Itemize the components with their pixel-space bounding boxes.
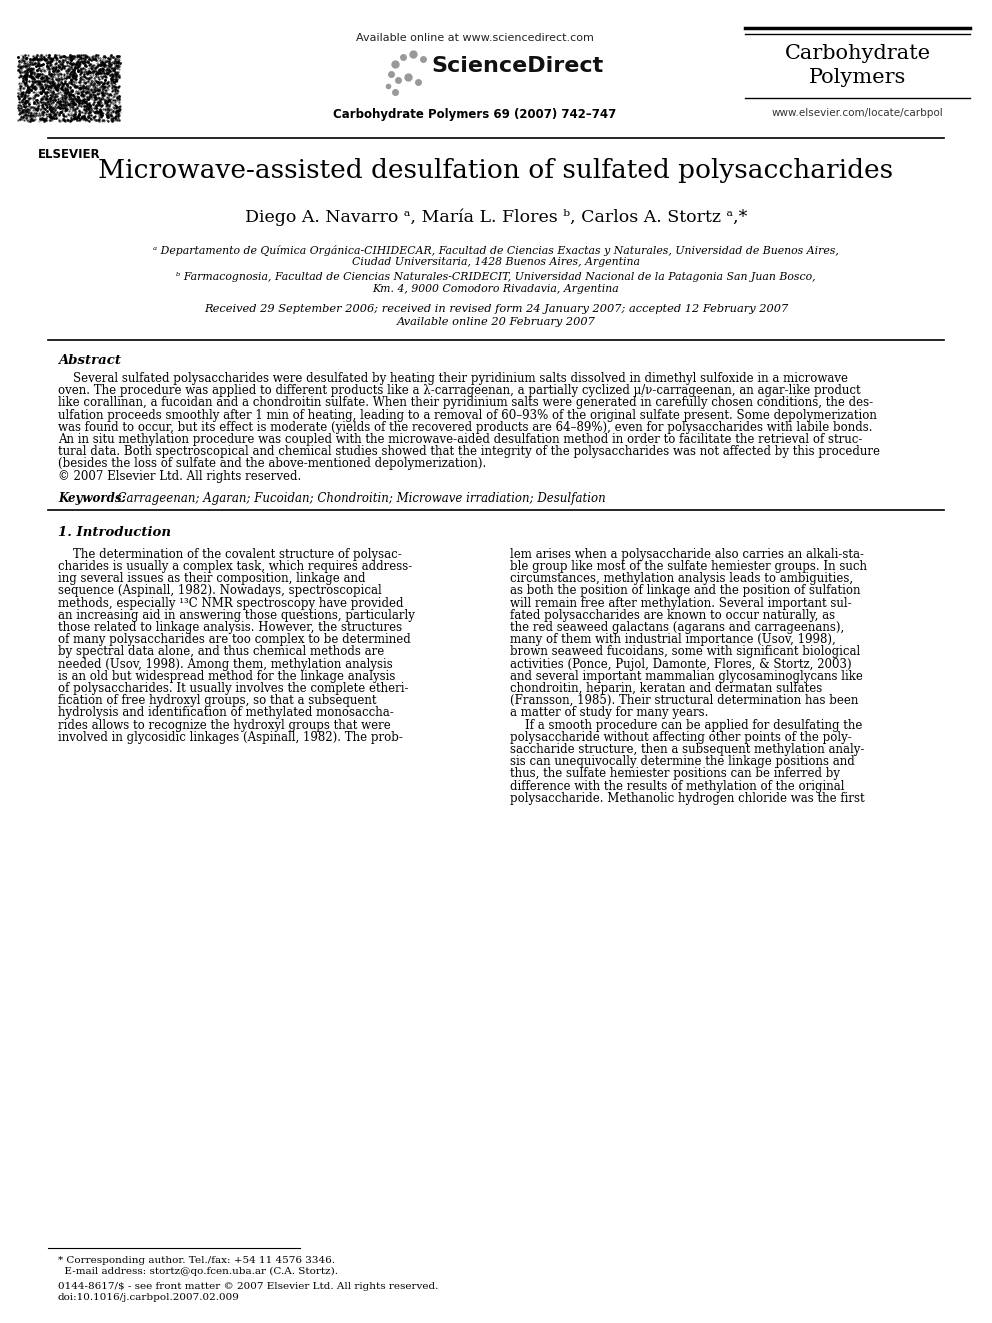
Text: is an old but widespread method for the linkage analysis: is an old but widespread method for the … <box>58 669 396 683</box>
Text: involved in glycosidic linkages (Aspinall, 1982). The prob-: involved in glycosidic linkages (Aspinal… <box>58 730 403 744</box>
Text: rides allows to recognize the hydroxyl groups that were: rides allows to recognize the hydroxyl g… <box>58 718 391 732</box>
Text: fated polysaccharides are known to occur naturally, as: fated polysaccharides are known to occur… <box>510 609 835 622</box>
Text: of polysaccharides. It usually involves the complete etheri-: of polysaccharides. It usually involves … <box>58 681 409 695</box>
Text: oven. The procedure was applied to different products like a λ-carrageenan, a pa: oven. The procedure was applied to diffe… <box>58 384 861 397</box>
Text: Carbohydrate Polymers 69 (2007) 742–747: Carbohydrate Polymers 69 (2007) 742–747 <box>333 108 617 120</box>
Text: Keywords:: Keywords: <box>58 492 126 505</box>
Text: Available online 20 February 2007: Available online 20 February 2007 <box>397 318 595 327</box>
Text: ᵇ Farmacognosia, Facultad de Ciencias Naturales-CRIDECIT, Universidad Nacional d: ᵇ Farmacognosia, Facultad de Ciencias Na… <box>177 273 815 282</box>
Text: ulfation proceeds smoothly after 1 min of heating, leading to a removal of 60–93: ulfation proceeds smoothly after 1 min o… <box>58 409 877 422</box>
Text: by spectral data alone, and thus chemical methods are: by spectral data alone, and thus chemica… <box>58 646 384 659</box>
Text: will remain free after methylation. Several important sul-: will remain free after methylation. Seve… <box>510 597 851 610</box>
Text: sequence (Aspinall, 1982). Nowadays, spectroscopical: sequence (Aspinall, 1982). Nowadays, spe… <box>58 585 382 598</box>
Text: polysaccharide. Methanolic hydrogen chloride was the first: polysaccharide. Methanolic hydrogen chlo… <box>510 791 865 804</box>
Text: Polymers: Polymers <box>808 67 906 87</box>
Text: many of them with industrial importance (Usov, 1998),: many of them with industrial importance … <box>510 634 835 646</box>
Text: as both the position of linkage and the position of sulfation: as both the position of linkage and the … <box>510 585 860 598</box>
Text: Received 29 September 2006; received in revised form 24 January 2007; accepted 1: Received 29 September 2006; received in … <box>204 304 788 314</box>
Text: needed (Usov, 1998). Among them, methylation analysis: needed (Usov, 1998). Among them, methyla… <box>58 658 393 671</box>
Text: Carbohydrate: Carbohydrate <box>785 44 930 64</box>
Text: chondroitin, heparin, keratan and dermatan sulfates: chondroitin, heparin, keratan and dermat… <box>510 681 822 695</box>
Text: Km. 4, 9000 Comodoro Rivadavia, Argentina: Km. 4, 9000 Comodoro Rivadavia, Argentin… <box>373 284 619 294</box>
Text: © 2007 Elsevier Ltd. All rights reserved.: © 2007 Elsevier Ltd. All rights reserved… <box>58 470 302 483</box>
Text: ELSEVIER: ELSEVIER <box>38 148 100 161</box>
Text: ᵃ Departamento de Química Orgánica-CIHIDECAR, Facultad de Ciencias Exactas y Nat: ᵃ Departamento de Química Orgánica-CIHID… <box>153 245 839 257</box>
Text: brown seaweed fucoidans, some with significant biological: brown seaweed fucoidans, some with signi… <box>510 646 860 659</box>
Text: Several sulfated polysaccharides were desulfated by heating their pyridinium sal: Several sulfated polysaccharides were de… <box>58 372 848 385</box>
Text: difference with the results of methylation of the original: difference with the results of methylati… <box>510 779 844 792</box>
Text: Diego A. Navarro ᵃ, María L. Flores ᵇ, Carlos A. Stortz ᵃ,*: Diego A. Navarro ᵃ, María L. Flores ᵇ, C… <box>245 208 747 225</box>
Text: methods, especially ¹³C NMR spectroscopy have provided: methods, especially ¹³C NMR spectroscopy… <box>58 597 404 610</box>
Text: charides is usually a complex task, which requires address-: charides is usually a complex task, whic… <box>58 560 413 573</box>
Text: ble group like most of the sulfate hemiester groups. In such: ble group like most of the sulfate hemie… <box>510 560 867 573</box>
Text: The determination of the covalent structure of polysac-: The determination of the covalent struct… <box>58 548 402 561</box>
Text: was found to occur, but its effect is moderate (yields of the recovered products: was found to occur, but its effect is mo… <box>58 421 873 434</box>
Text: lem arises when a polysaccharide also carries an alkali-sta-: lem arises when a polysaccharide also ca… <box>510 548 864 561</box>
Text: those related to linkage analysis. However, the structures: those related to linkage analysis. Howev… <box>58 620 402 634</box>
Text: (besides the loss of sulfate and the above-mentioned depolymerization).: (besides the loss of sulfate and the abo… <box>58 458 486 471</box>
Text: saccharide structure, then a subsequent methylation analy-: saccharide structure, then a subsequent … <box>510 744 864 755</box>
Text: an increasing aid in answering those questions, particularly: an increasing aid in answering those que… <box>58 609 415 622</box>
Text: If a smooth procedure can be applied for desulfating the: If a smooth procedure can be applied for… <box>510 718 862 732</box>
Text: circumstances, methylation analysis leads to ambiguities,: circumstances, methylation analysis lead… <box>510 573 853 585</box>
Text: a matter of study for many years.: a matter of study for many years. <box>510 706 708 720</box>
Text: www.elsevier.com/locate/carbpol: www.elsevier.com/locate/carbpol <box>772 108 943 118</box>
Text: of many polysaccharides are too complex to be determined: of many polysaccharides are too complex … <box>58 634 411 646</box>
Text: and several important mammalian glycosaminoglycans like: and several important mammalian glycosam… <box>510 669 863 683</box>
Text: polysaccharide without affecting other points of the poly-: polysaccharide without affecting other p… <box>510 730 852 744</box>
Text: Available online at www.sciencedirect.com: Available online at www.sciencedirect.co… <box>356 33 594 44</box>
Text: like corallinan, a fucoidan and a chondroitin sulfate. When their pyridinium sal: like corallinan, a fucoidan and a chondr… <box>58 397 873 409</box>
Text: ScienceDirect: ScienceDirect <box>431 56 603 75</box>
Text: ing several issues as their composition, linkage and: ing several issues as their composition,… <box>58 573 365 585</box>
Text: An in situ methylation procedure was coupled with the microwave-aided desulfatio: An in situ methylation procedure was cou… <box>58 433 862 446</box>
Text: the red seaweed galactans (agarans and carrageenans),: the red seaweed galactans (agarans and c… <box>510 620 844 634</box>
Text: Microwave-assisted desulfation of sulfated polysaccharides: Microwave-assisted desulfation of sulfat… <box>98 157 894 183</box>
Text: thus, the sulfate hemiester positions can be inferred by: thus, the sulfate hemiester positions ca… <box>510 767 840 781</box>
Text: Abstract: Abstract <box>58 355 121 366</box>
Text: 1. Introduction: 1. Introduction <box>58 525 171 538</box>
Text: 0144-8617/$ - see front matter © 2007 Elsevier Ltd. All rights reserved.: 0144-8617/$ - see front matter © 2007 El… <box>58 1282 438 1291</box>
Text: E-mail address: stortz@qo.fcen.uba.ar (C.A. Stortz).: E-mail address: stortz@qo.fcen.uba.ar (C… <box>58 1267 338 1277</box>
Text: (Fransson, 1985). Their structural determination has been: (Fransson, 1985). Their structural deter… <box>510 695 858 708</box>
Text: sis can unequivocally determine the linkage positions and: sis can unequivocally determine the link… <box>510 755 855 769</box>
Text: Ciudad Universitaria, 1428 Buenos Aires, Argentina: Ciudad Universitaria, 1428 Buenos Aires,… <box>352 257 640 267</box>
Text: hydrolysis and identification of methylated monosaccha-: hydrolysis and identification of methyla… <box>58 706 394 720</box>
Text: Carrageenan; Agaran; Fucoidan; Chondroitin; Microwave irradiation; Desulfation: Carrageenan; Agaran; Fucoidan; Chondroit… <box>110 492 606 505</box>
Text: doi:10.1016/j.carbpol.2007.02.009: doi:10.1016/j.carbpol.2007.02.009 <box>58 1293 240 1302</box>
Text: * Corresponding author. Tel./fax: +54 11 4576 3346.: * Corresponding author. Tel./fax: +54 11… <box>58 1256 335 1265</box>
Text: fication of free hydroxyl groups, so that a subsequent: fication of free hydroxyl groups, so tha… <box>58 695 377 708</box>
Text: activities (Ponce, Pujol, Damonte, Flores, & Stortz, 2003): activities (Ponce, Pujol, Damonte, Flore… <box>510 658 851 671</box>
Text: tural data. Both spectroscopical and chemical studies showed that the integrity : tural data. Both spectroscopical and che… <box>58 446 880 458</box>
